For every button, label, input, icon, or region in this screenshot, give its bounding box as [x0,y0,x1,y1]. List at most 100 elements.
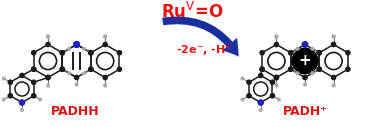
Circle shape [259,100,263,105]
Circle shape [274,42,279,47]
Circle shape [104,84,107,87]
Circle shape [8,80,12,84]
Circle shape [74,42,80,47]
Circle shape [32,67,36,71]
Circle shape [317,51,321,55]
Circle shape [274,75,279,80]
Circle shape [83,47,85,50]
Circle shape [75,75,79,80]
Circle shape [75,42,79,47]
Circle shape [302,42,308,47]
FancyArrowPatch shape [162,17,239,57]
Text: +: + [299,53,311,68]
Circle shape [259,109,262,111]
Circle shape [311,72,314,75]
Circle shape [317,67,321,71]
Circle shape [296,72,299,75]
Circle shape [89,51,93,55]
Circle shape [20,100,24,105]
Circle shape [47,35,49,38]
Circle shape [47,84,49,87]
Circle shape [275,84,278,87]
Circle shape [303,42,307,47]
Circle shape [289,51,293,55]
Circle shape [103,42,107,47]
Circle shape [304,83,306,86]
Circle shape [75,83,78,86]
Circle shape [296,47,299,50]
Circle shape [19,100,25,105]
Circle shape [39,98,41,101]
Circle shape [268,52,285,70]
Circle shape [247,94,251,98]
Circle shape [97,52,114,70]
Circle shape [104,35,107,38]
Circle shape [247,80,251,84]
Circle shape [259,73,263,78]
Circle shape [89,51,93,55]
Circle shape [311,47,314,50]
Circle shape [346,67,350,71]
Text: PADHH: PADHH [51,105,99,118]
Circle shape [21,109,23,111]
Text: Ru$^{\mathsf{V}}$=O: Ru$^{\mathsf{V}}$=O [161,2,223,22]
Circle shape [289,67,293,71]
Circle shape [303,75,307,80]
Circle shape [40,52,57,70]
Circle shape [289,51,293,55]
Circle shape [241,77,244,80]
Circle shape [254,82,268,96]
Circle shape [60,51,64,55]
Circle shape [32,67,36,71]
Circle shape [293,49,317,73]
Circle shape [289,67,293,71]
Circle shape [332,35,335,38]
Circle shape [68,52,85,70]
Circle shape [346,51,350,55]
Circle shape [260,67,264,71]
Circle shape [74,42,80,47]
Circle shape [331,42,336,47]
Circle shape [260,51,264,55]
Circle shape [260,67,264,71]
Circle shape [60,67,64,71]
Circle shape [60,51,64,55]
Circle shape [331,75,336,80]
Text: PADH⁺: PADH⁺ [283,105,328,118]
Circle shape [104,35,107,38]
Circle shape [277,98,280,101]
Circle shape [32,80,36,84]
Circle shape [20,73,24,78]
Circle shape [241,98,244,101]
Circle shape [32,51,36,55]
Circle shape [3,77,5,80]
Circle shape [325,52,342,70]
Circle shape [15,82,29,96]
Circle shape [8,94,12,98]
Circle shape [3,98,5,101]
Circle shape [68,72,70,75]
Circle shape [89,67,93,71]
Circle shape [275,35,278,38]
Circle shape [274,75,279,80]
Circle shape [270,94,274,98]
Text: -2e$^{-}$, -H$^{+}$: -2e$^{-}$, -H$^{+}$ [176,41,232,59]
Circle shape [46,42,50,47]
Circle shape [32,94,36,98]
Circle shape [317,51,321,55]
Circle shape [103,75,107,80]
Circle shape [332,84,335,87]
Circle shape [117,67,121,71]
Circle shape [60,67,64,71]
Circle shape [46,75,50,80]
Circle shape [258,100,263,105]
Circle shape [83,72,85,75]
Circle shape [275,35,278,38]
Circle shape [317,67,321,71]
Circle shape [47,35,49,38]
Circle shape [332,35,335,38]
Circle shape [46,75,50,80]
Circle shape [117,51,121,55]
Circle shape [270,80,274,84]
Circle shape [89,67,93,71]
